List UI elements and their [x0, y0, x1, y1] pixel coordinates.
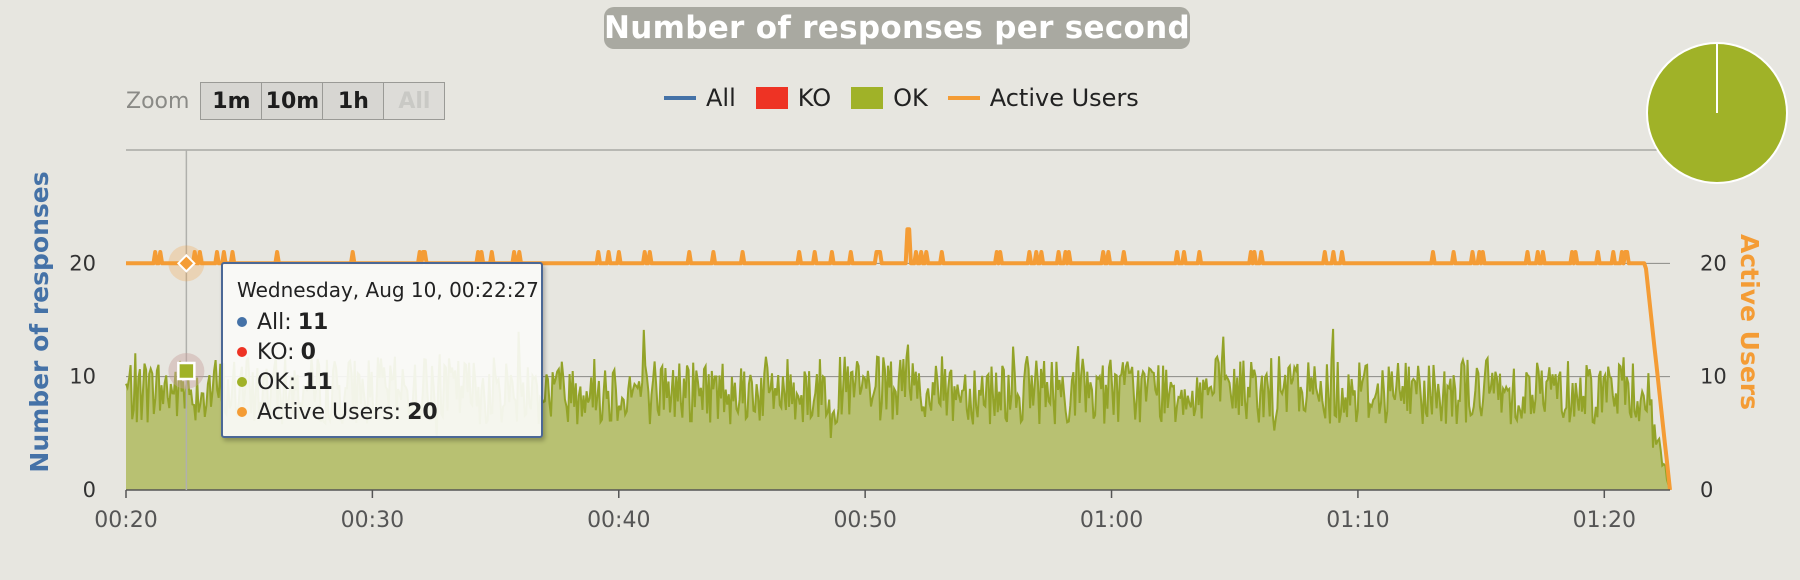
legend-box-ko	[755, 87, 788, 109]
tooltip-row-active-users: Active Users: 20	[237, 397, 541, 427]
tooltip-dot-ko	[237, 347, 247, 357]
chart-title: Number of responses per second	[604, 7, 1190, 49]
legend-label-ok: OK	[893, 84, 928, 112]
x-tick-label-4: 01:00	[1080, 508, 1143, 533]
y-tick-label-right-1: 10	[1700, 365, 1727, 389]
tooltip-label-active-users: Active Users:	[257, 399, 402, 425]
x-tick-label-6: 01:20	[1573, 508, 1636, 533]
zoom-10m-button[interactable]: 10m	[261, 82, 324, 120]
legend-box-ok	[851, 87, 884, 109]
legend-item-ok[interactable]: OK	[851, 84, 928, 112]
legend-line-all	[664, 96, 696, 100]
zoom-all-button[interactable]: All	[383, 82, 446, 120]
pie-chart[interactable]	[1646, 42, 1788, 184]
tooltip-value-ko: 0	[300, 339, 316, 365]
hover-markers	[168, 150, 205, 490]
users-hover-marker	[176, 253, 196, 273]
ok-hover-marker	[177, 361, 196, 381]
tooltip-row-ok: OK: 11	[237, 367, 541, 397]
x-tick-label-3: 00:50	[833, 508, 896, 533]
zoom-1h-button[interactable]: 1h	[322, 82, 385, 120]
tooltip-row-ko: KO: 0	[237, 337, 541, 367]
y-tick-label-left-1: 10	[69, 365, 96, 389]
tooltip-dot-all	[237, 317, 247, 327]
y-axis-title-right: Active Users	[1735, 234, 1764, 410]
x-tick-label-5: 01:10	[1326, 508, 1389, 533]
tooltip: Wednesday, Aug 10, 00:22:27 All: 11 KO: …	[221, 262, 543, 438]
legend-item-active-users[interactable]: Active Users	[947, 84, 1139, 112]
tooltip-value-ok: 11	[302, 369, 333, 395]
legend-label-active-users: Active Users	[989, 84, 1139, 112]
tooltip-label-all: All:	[257, 309, 292, 335]
tooltip-label-ko: KO:	[257, 339, 295, 365]
y-tick-label-right-2: 20	[1700, 251, 1727, 275]
y-axis-title-left: Number of responses	[25, 171, 54, 472]
zoom-label: Zoom	[126, 88, 190, 114]
y-tick-label-right-0: 0	[1700, 478, 1713, 502]
tooltip-row-all: All: 11	[237, 307, 541, 337]
legend-item-all[interactable]: All	[664, 84, 736, 112]
y-tick-label-left-2: 20	[69, 251, 96, 275]
axes: 00:20 00:30 00:40 00:50 01:00 01:10 01:20 0 10 20…	[69, 251, 1726, 533]
legend-item-ko[interactable]: KO	[755, 84, 832, 112]
tooltip-date: Wednesday, Aug 10, 00:22:27	[237, 278, 539, 302]
x-tick-label-2: 00:40	[587, 508, 650, 533]
legend: All KO OK Active Users	[664, 81, 1159, 115]
legend-label-ko: KO	[797, 84, 832, 112]
tooltip-dot-ok	[237, 377, 247, 387]
legend-line-active-users	[947, 96, 980, 100]
tooltip-dot-active-users	[237, 407, 247, 417]
zoom-controls: Zoom 1m 10m 1h All	[126, 81, 446, 121]
x-tick-label-0: 00:20	[94, 508, 157, 533]
y-tick-label-left-0: 0	[83, 478, 96, 502]
tooltip-value-active-users: 20	[407, 399, 438, 425]
tooltip-label-ok: OK:	[257, 369, 297, 395]
legend-label-all: All	[706, 84, 736, 112]
tooltip-value-all: 11	[297, 309, 329, 335]
x-tick-label-1: 00:30	[341, 508, 404, 533]
